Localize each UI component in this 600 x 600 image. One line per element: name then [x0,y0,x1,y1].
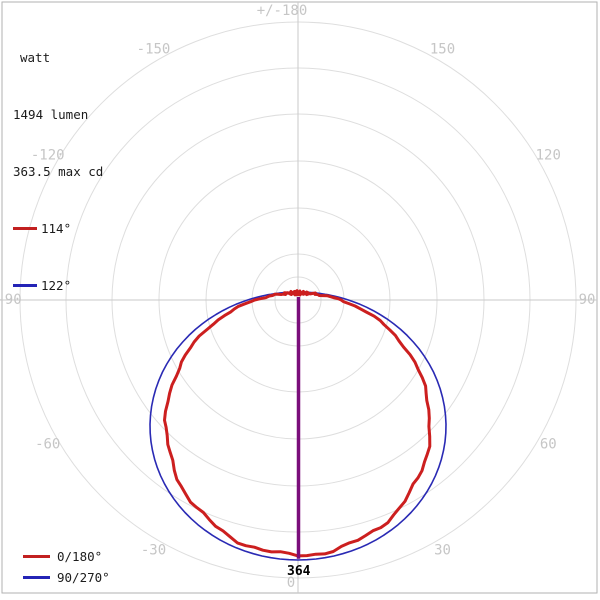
beam-angle-row-red: 114° [13,219,103,238]
beam-angle-red-label: 114° [41,221,72,236]
plane-legend: 0/180° 90/270° [23,546,110,588]
red-line-swatch [13,227,37,230]
angle-tick-label: -150 [137,42,171,58]
angle-tick-label: 30 [434,542,451,558]
blue-line-swatch [23,576,50,579]
angle-tick-label: -120 [31,148,65,164]
beam-angle-row-blue: 122° [13,276,103,295]
angle-tick-label: +/-180 [257,3,308,19]
angle-tick-label: -90 [0,292,22,308]
plane-blue-label: 90/270° [57,570,110,585]
angle-tick-label: 0 [287,575,295,591]
angle-tick-label: -60 [35,437,60,453]
angle-tick-label: 150 [430,42,455,58]
angle-tick-label: 60 [540,437,557,453]
angle-tick-label: 120 [536,148,561,164]
red-line-swatch [23,555,50,558]
max-cd-label: 363.5 max cd [13,164,104,179]
watt-label: watt [20,50,51,65]
angle-tick-label: 90 [579,292,596,308]
fixture-info-panel: watt 1494 lumen 363.5 max cd 114° 122° [13,10,103,333]
angle-tick-label: -30 [141,542,166,558]
beam-angle-blue-label: 122° [41,278,72,293]
blue-line-swatch [13,284,37,287]
lumen-label: 1494 lumen [13,107,89,122]
plane-legend-row-red: 0/180° [23,546,110,567]
max-candela-value-label: 364 [287,564,311,579]
plane-legend-row-blue: 90/270° [23,567,110,588]
plane-red-label: 0/180° [57,549,103,564]
